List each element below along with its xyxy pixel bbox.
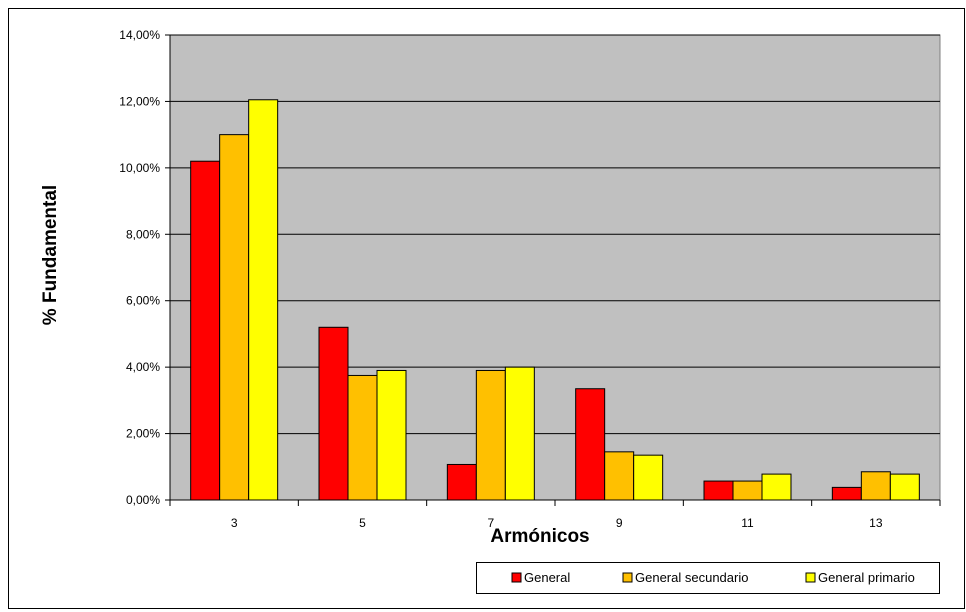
legend-entry: General primario (818, 570, 915, 585)
legend-entry: General secundario (635, 570, 748, 585)
x-tick-label: 11 (741, 516, 754, 530)
x-tick-label: 3 (231, 516, 238, 530)
y-tick-label: 10,00% (119, 161, 160, 175)
bar-general-7 (446, 463, 477, 501)
legend-entry: General (524, 570, 570, 585)
bar-general-primario-5 (376, 369, 407, 501)
bar-general-primario-3 (248, 99, 279, 501)
bar-general-11 (703, 480, 734, 501)
bar-general-9 (575, 388, 606, 501)
legend-swatch (511, 572, 522, 583)
bar-general-primario-13 (889, 473, 920, 501)
y-tick-label: 14,00% (119, 28, 160, 42)
bar-general-13 (831, 486, 862, 501)
legend-swatch (622, 572, 633, 583)
bar-general-secundario-5 (347, 374, 378, 501)
bar-general-secundario-9 (604, 451, 635, 501)
x-tick-label: 13 (869, 516, 883, 530)
bar-general-primario-9 (633, 454, 664, 501)
x-tick-label: 5 (359, 516, 366, 530)
gridlines (170, 34, 940, 435)
bar-general-secundario-7 (475, 369, 506, 501)
legend: General General secundario General primari… (476, 562, 940, 594)
bar-general-secundario-3 (219, 134, 250, 501)
bar-general-primario-11 (761, 473, 792, 501)
x-axis-title: Armónicos (490, 526, 589, 547)
bar-general-primario-7 (504, 366, 535, 501)
y-tick-label: 2,00% (126, 427, 160, 441)
y-tick-label: 12,00% (119, 94, 160, 108)
y-axis-title: % Fundamental (40, 185, 61, 325)
y-tick-label: 0,00% (126, 493, 160, 507)
bar-general-3 (190, 160, 221, 501)
y-tick-label: 6,00% (126, 294, 160, 308)
y-tick-label: 4,00% (126, 360, 160, 374)
y-tick-label: 8,00% (126, 227, 160, 241)
bar-general-secundario-13 (860, 471, 891, 501)
x-tick-label: 9 (616, 516, 623, 530)
x-tick-label: 7 (487, 516, 494, 530)
bar-general-secundario-11 (732, 480, 763, 501)
y-axis-ticks: 0,00% 2,00% 4,00% 6,00% 8,00% 10,00% 12,00% 14,… (119, 28, 170, 507)
legend-swatch (805, 572, 816, 583)
bar-general-5 (318, 326, 349, 501)
plot-area (169, 34, 941, 501)
x-axis-ticks: 3 5 7 9 11 13 (169, 500, 941, 530)
legend-box (476, 562, 940, 594)
bars (190, 99, 920, 501)
